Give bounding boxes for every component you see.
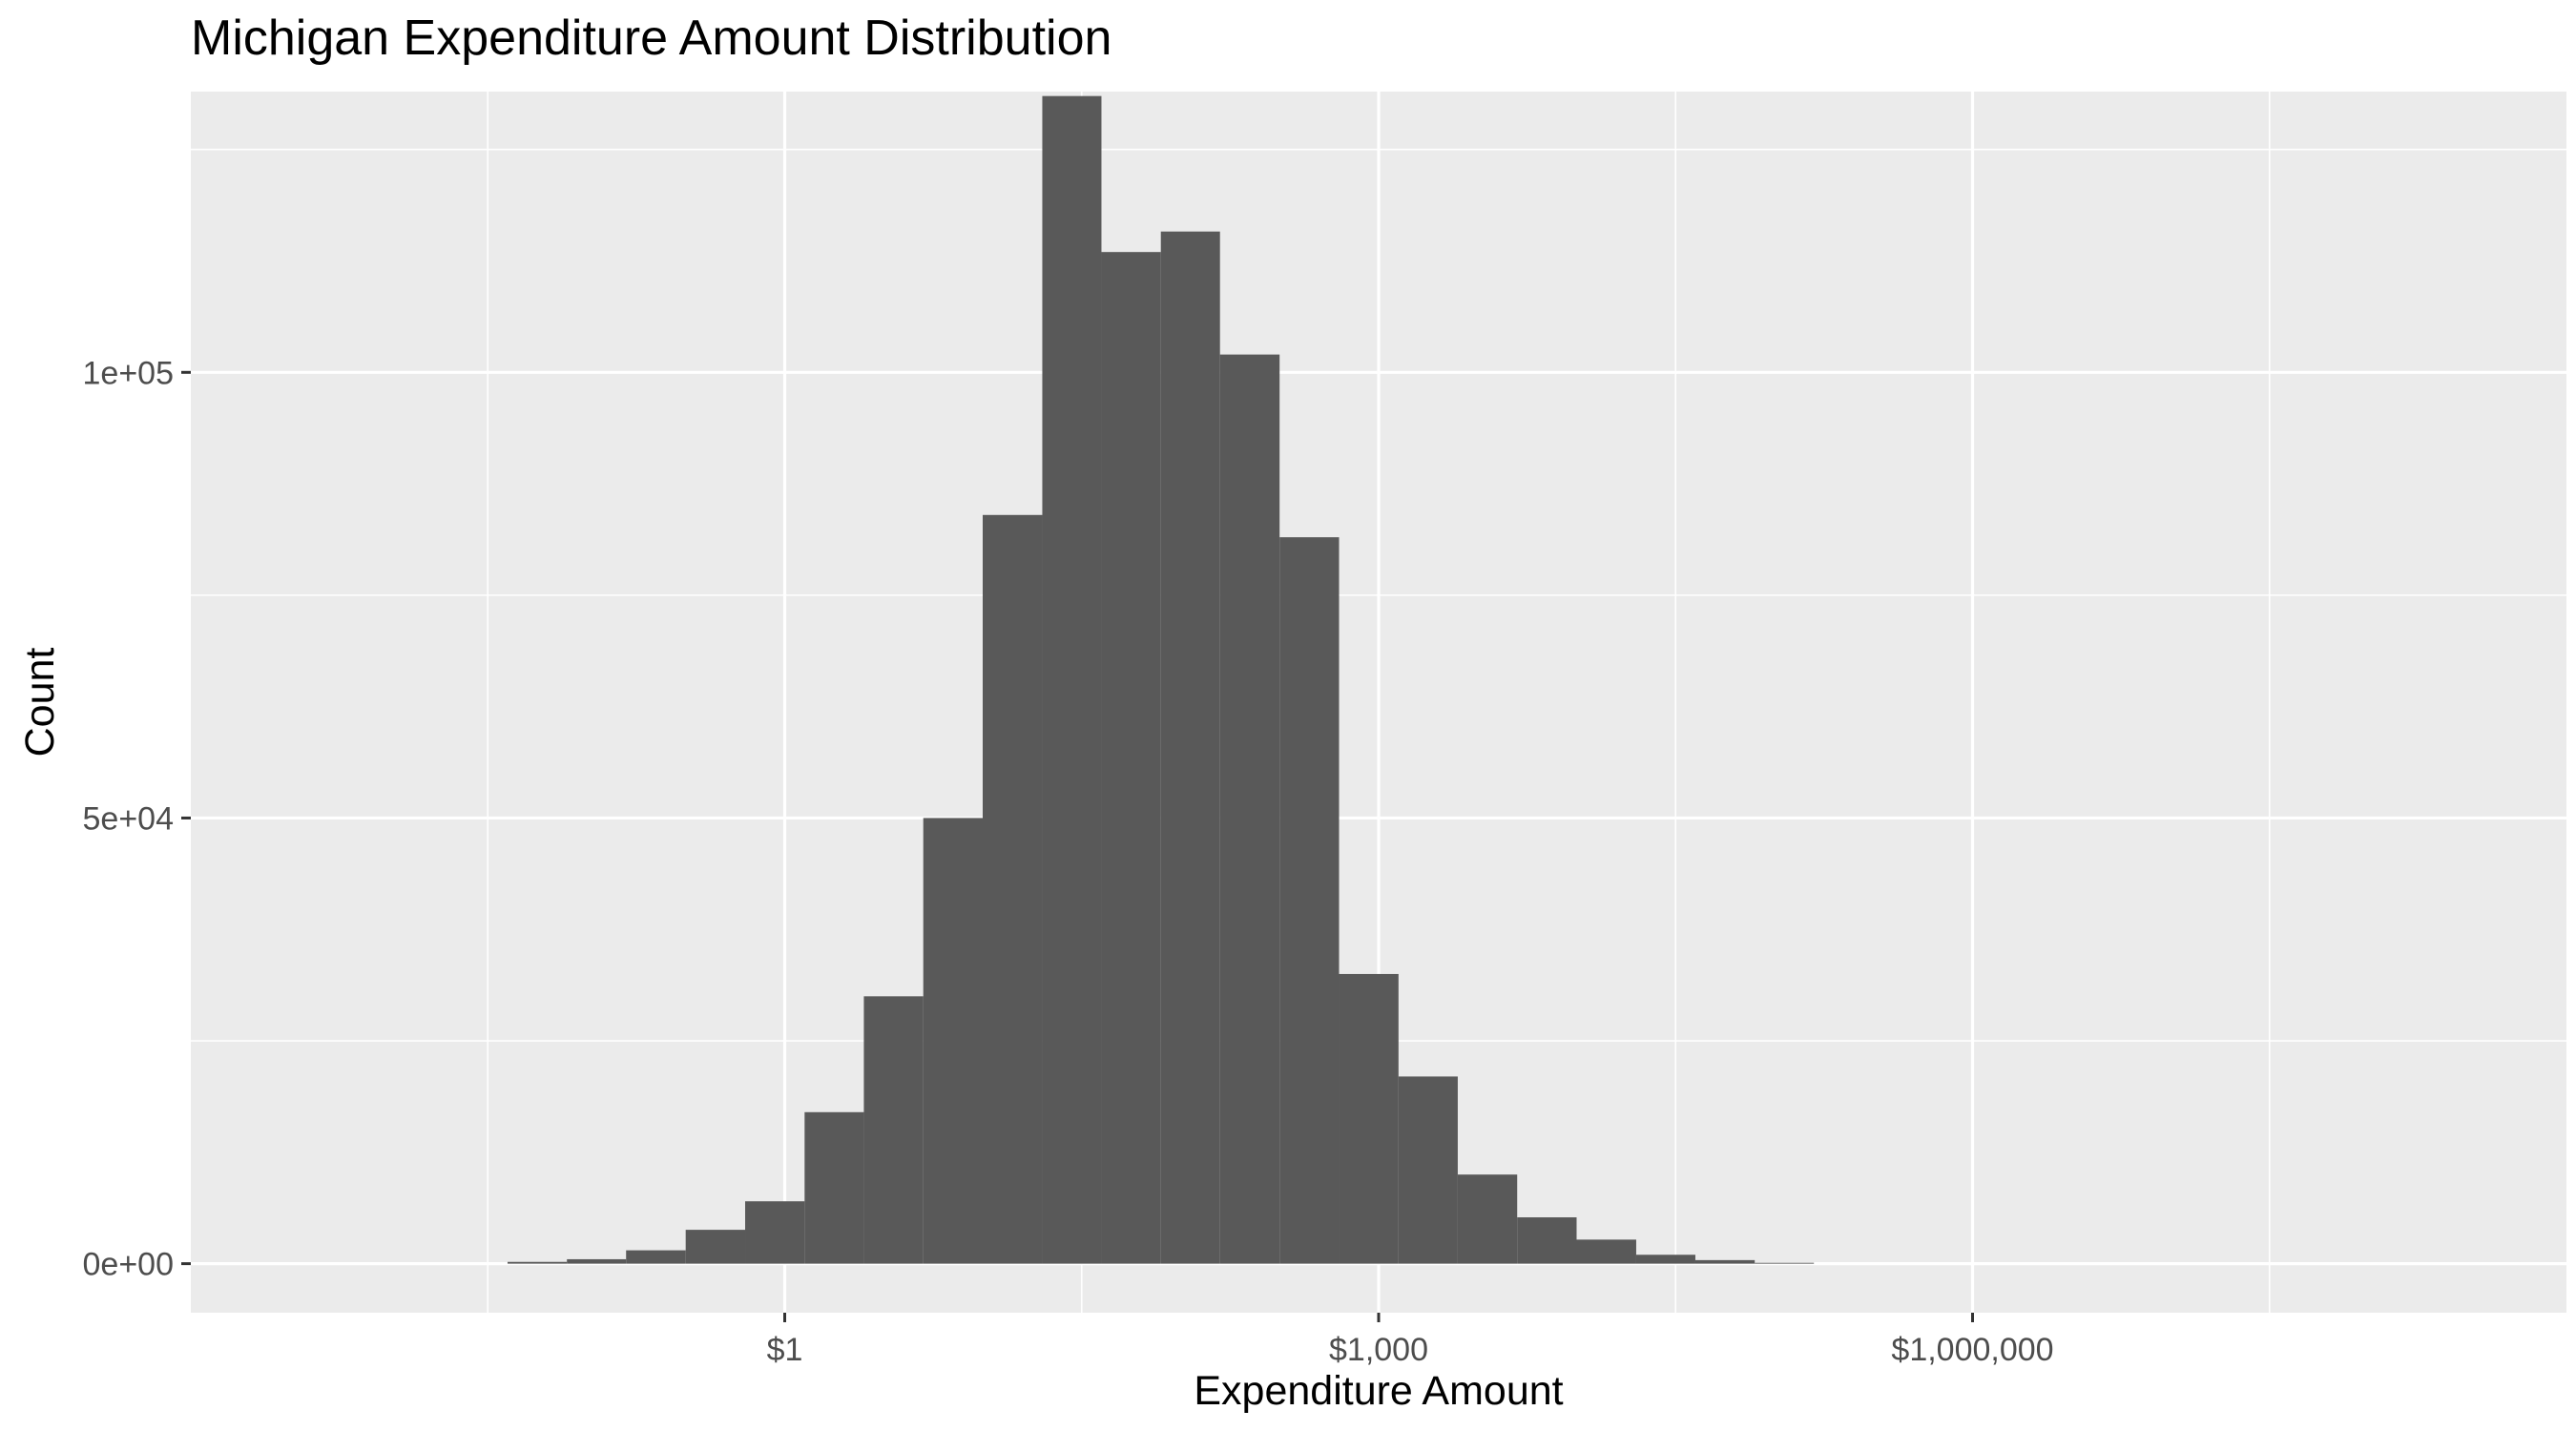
x-axis-title: Expenditure Amount bbox=[1194, 1368, 1563, 1414]
histogram-bar bbox=[1219, 354, 1280, 1264]
histogram-bar bbox=[1279, 537, 1340, 1264]
x-tick-label: $1,000 bbox=[1329, 1332, 1428, 1368]
x-axis: $1 $1,000 $1,000,000 bbox=[767, 1313, 2054, 1368]
y-axis-title: Count bbox=[17, 648, 63, 757]
histogram-bar bbox=[1398, 1076, 1458, 1264]
histogram-bar bbox=[923, 818, 983, 1264]
histogram-bar bbox=[804, 1111, 864, 1264]
histogram-bars bbox=[507, 95, 1815, 1264]
chart-title: Michigan Expenditure Amount Distribution bbox=[191, 10, 1111, 66]
histogram-bar bbox=[685, 1230, 746, 1264]
histogram-bar bbox=[1635, 1255, 1695, 1264]
histogram-bar bbox=[507, 1261, 568, 1264]
histogram-bar bbox=[1101, 252, 1161, 1264]
histogram-bar bbox=[1339, 973, 1399, 1264]
y-tick-label: 1e+05 bbox=[83, 355, 175, 391]
histogram-bar bbox=[983, 514, 1043, 1264]
histogram-bar bbox=[1160, 231, 1220, 1264]
histogram-bar bbox=[626, 1250, 686, 1264]
histogram-bar bbox=[1576, 1239, 1636, 1264]
histogram-bar bbox=[1517, 1217, 1577, 1264]
histogram-bar bbox=[1694, 1259, 1755, 1264]
histogram-bar bbox=[1755, 1262, 1815, 1264]
histogram-bar bbox=[567, 1258, 627, 1264]
y-tick-label: 0e+00 bbox=[83, 1247, 175, 1283]
histogram-bar bbox=[1042, 95, 1102, 1264]
y-tick-label: 5e+04 bbox=[83, 800, 175, 837]
x-tick-label: $1,000,000 bbox=[1891, 1332, 2053, 1368]
histogram-bar bbox=[745, 1201, 805, 1264]
histogram-bar bbox=[863, 996, 924, 1264]
y-axis: 0e+00 5e+04 1e+05 bbox=[83, 355, 191, 1283]
x-tick-label: $1 bbox=[767, 1332, 803, 1368]
histogram-bar bbox=[1457, 1174, 1518, 1264]
